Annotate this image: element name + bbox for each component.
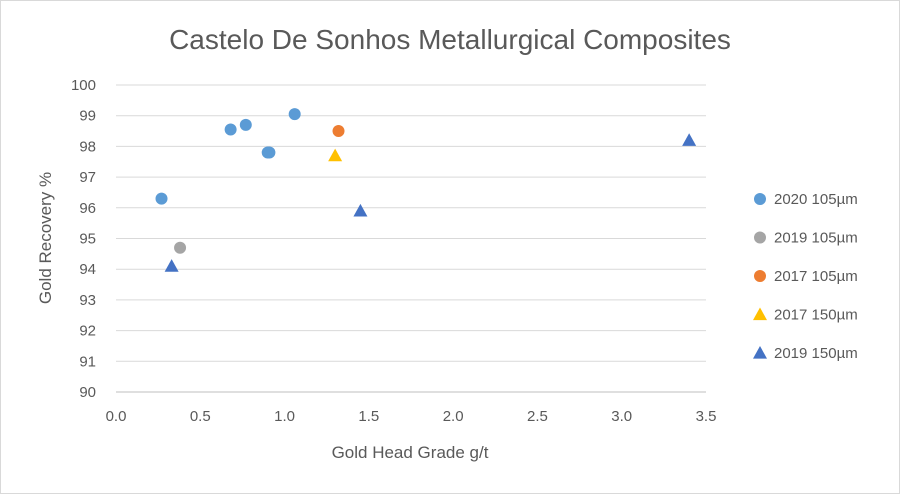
x-tick-label: 3.0 <box>611 408 632 425</box>
y-tick-label: 94 <box>79 261 96 278</box>
data-point <box>353 203 368 217</box>
x-axis-label: Gold Head Grade g/t <box>332 443 489 462</box>
legend-marker <box>753 307 767 321</box>
legend: 2020 105µm 2019 105µm 2017 105µm 2017 150µm… <box>753 191 858 362</box>
y-tick-label: 98 <box>79 138 96 155</box>
data-point <box>224 123 237 136</box>
x-tick-label: 0.0 <box>106 408 127 425</box>
x-tick-label: 1.0 <box>274 408 295 425</box>
x-tick-label: 3.5 <box>696 408 717 425</box>
x-tick-labels: 0.0 0.5 1.0 1.5 2.0 2.5 3.0 3.5 <box>106 408 717 425</box>
data-point <box>155 192 168 205</box>
y-tick-label: 93 <box>79 292 96 309</box>
y-tick-label: 96 <box>79 200 96 217</box>
data-point <box>332 125 345 138</box>
data-point <box>682 133 697 146</box>
y-tick-label: 97 <box>79 169 96 186</box>
legend-marker <box>754 231 766 244</box>
x-tick-label: 0.5 <box>190 408 211 425</box>
legend-marker <box>754 193 766 205</box>
legend-label: 2019 150µm <box>774 345 858 362</box>
data-point <box>263 146 276 159</box>
data-point <box>164 259 179 272</box>
y-tick-label: 99 <box>79 108 96 125</box>
y-tick-labels: 90 91 92 93 94 95 96 97 98 99 100 <box>71 77 96 401</box>
x-tick-label: 2.0 <box>443 408 464 425</box>
y-axis-label: Gold Recovery % <box>36 172 55 304</box>
x-tick-label: 1.5 <box>358 408 379 425</box>
gridlines <box>116 84 706 393</box>
data-point <box>174 241 187 254</box>
y-tick-label: 92 <box>79 323 96 340</box>
legend-label: 2017 150µm <box>774 307 858 324</box>
legend-label: 2017 105µm <box>774 268 858 285</box>
y-tick-label: 90 <box>79 384 96 401</box>
legend-marker <box>754 270 766 282</box>
chart-title: Castelo De Sonhos Metallurgical Composit… <box>169 24 731 55</box>
legend-label: 2020 105µm <box>774 191 858 208</box>
y-tick-label: 91 <box>79 353 96 370</box>
data-point <box>288 108 301 121</box>
data-points <box>155 108 697 272</box>
y-tick-label: 100 <box>71 77 96 94</box>
data-point <box>328 148 343 162</box>
legend-label: 2019 105µm <box>774 230 858 247</box>
y-tick-label: 95 <box>79 231 96 248</box>
data-point <box>239 118 252 131</box>
legend-marker <box>753 346 767 359</box>
x-tick-label: 2.5 <box>527 408 548 425</box>
